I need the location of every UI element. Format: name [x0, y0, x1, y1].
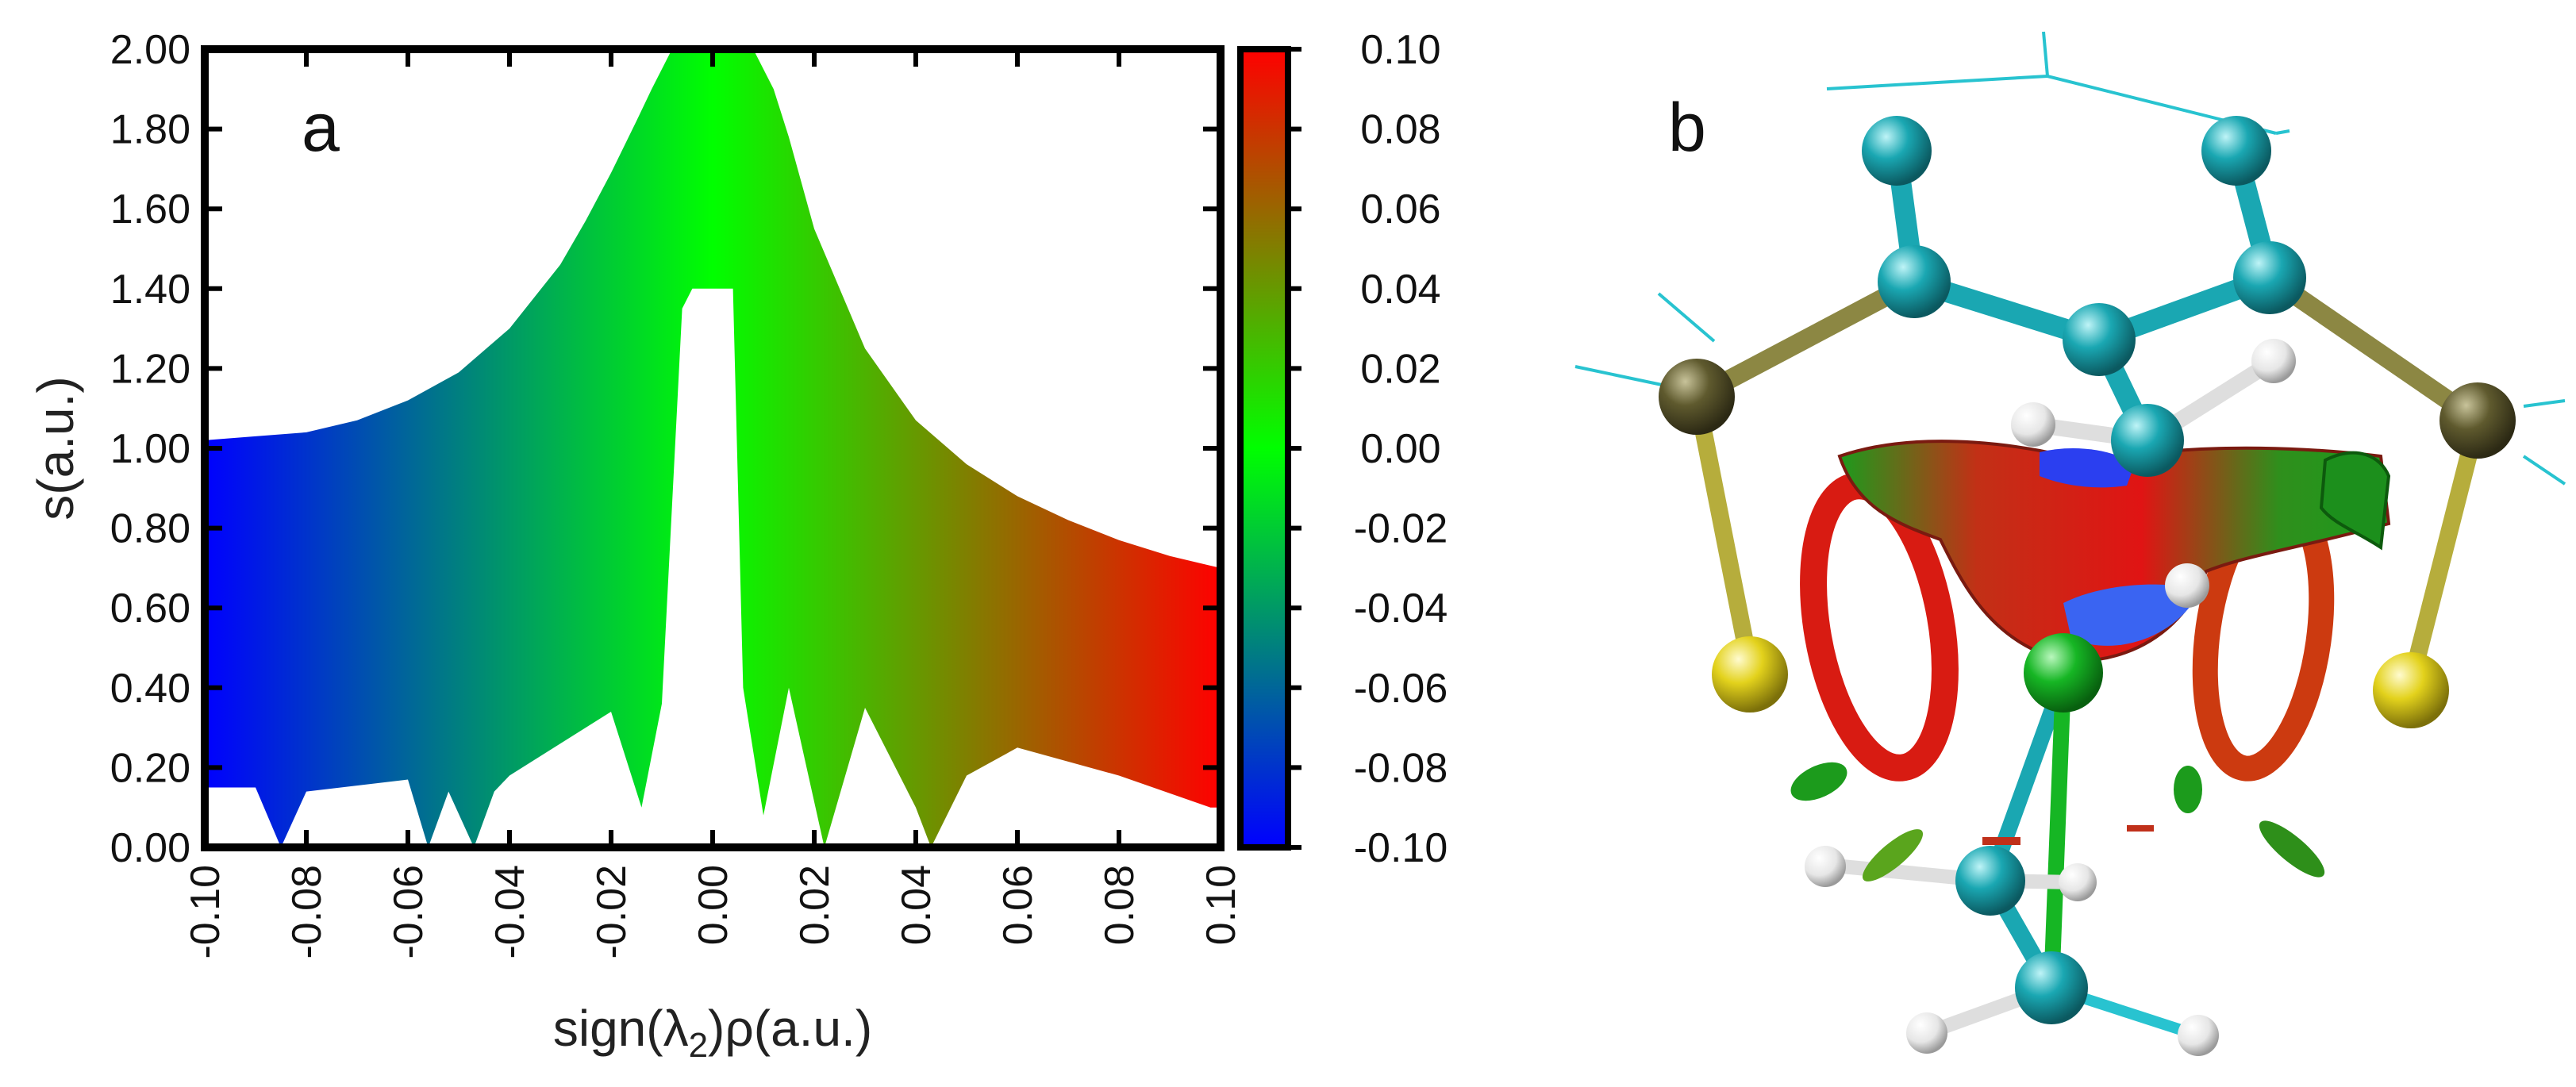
y-tick-label: 0.00 [110, 825, 190, 871]
y-tick-labels: 0.00 0.20 0.40 0.60 0.80 1.00 1.20 1.40 1.60 1.80… [110, 27, 190, 871]
y-tick-label: 2.00 [110, 27, 190, 73]
colorbar-tick-label: 0.02 [1360, 346, 1440, 392]
y-axis-title: s(a.u.) [27, 376, 84, 520]
colorbar-tick-label: 0.06 [1360, 186, 1440, 232]
panel-label-b: b [1668, 90, 1706, 166]
green-disc-right-2 [2174, 766, 2202, 813]
wireframe-bonds [1574, 31, 2566, 486]
carbon-atom [1878, 245, 1951, 318]
central-atom [2024, 633, 2103, 713]
carbon-atom [2201, 116, 2271, 186]
colorbar-tick-label: -0.08 [1354, 745, 1448, 791]
colorbar-tick-label: 0.00 [1360, 426, 1440, 472]
hydrogen-atom [2251, 339, 2296, 383]
x-axis [202, 49, 1223, 847]
x-tick-label: 0.10 [1198, 865, 1244, 945]
x-tick-label: -0.06 [386, 865, 432, 959]
y-axis [205, 47, 1221, 850]
y-tick-label: 0.60 [110, 586, 190, 632]
x-tick-labels: -0.10 -0.08 -0.06 -0.04 -0.02 0.00 0.02 0.04 0.0… [183, 865, 1244, 959]
sulfur-atom [2440, 382, 2516, 459]
y-tick-label: 1.20 [110, 346, 190, 392]
colorbar-tick-labels: 0.10 0.08 0.06 0.04 0.02 0.00 -0.02 -0.04 -0.06 -… [1354, 27, 1448, 871]
x-axis-title: sign(λ2)ρ(a.u.) [553, 1000, 872, 1065]
carbon-atom [1955, 846, 2025, 916]
hydrogen-atom [2165, 563, 2209, 608]
y-tick-label: 1.40 [110, 267, 190, 313]
red-fragment-2 [2127, 825, 2154, 832]
panel-label-a: a [302, 90, 340, 166]
colorbar-tick-label: -0.02 [1354, 506, 1448, 552]
y-tick-label: 0.80 [110, 506, 190, 552]
hydrogen-atom [2059, 863, 2097, 901]
blue-patch-upper [2040, 448, 2135, 488]
molecule-nci-render: b [1574, 31, 2566, 1056]
y-tick-label: 1.60 [110, 186, 190, 232]
x-tick-label: 0.00 [690, 865, 736, 945]
carbon-atom [1862, 116, 1932, 186]
rdg-scatter-chart: -0.10 -0.08 -0.06 -0.04 -0.02 0.00 0.02 0.04 0.0… [27, 27, 1448, 1065]
x-tick-label: -0.08 [284, 865, 330, 959]
hydrogen-atom [1906, 1012, 1947, 1054]
hydrogen-atom [2011, 402, 2055, 447]
colorbar-tick-label: -0.04 [1354, 586, 1448, 632]
x-tick-label: -0.02 [589, 865, 635, 959]
colorbar-tick-label: -0.10 [1354, 825, 1448, 871]
y-tick-label: 0.20 [110, 745, 190, 791]
halogen-atom [2373, 652, 2449, 728]
sulfur-atom [1659, 359, 1735, 435]
nci-isosurfaces [1790, 440, 2391, 882]
red-fragment [1982, 837, 2020, 845]
green-disc-right [2259, 820, 2325, 878]
colorbar-tick-label: 0.10 [1360, 27, 1440, 73]
x-tick-label: 0.04 [894, 865, 940, 945]
colorbar-tick-label: -0.06 [1354, 666, 1448, 712]
colorbar-tick-label: 0.04 [1360, 267, 1440, 313]
green-disc-left [1790, 762, 1847, 801]
x-tick-label: -0.04 [487, 865, 533, 959]
y-tick-label: 1.00 [110, 426, 190, 472]
colorbar-tick-label: 0.08 [1360, 107, 1440, 153]
blue-patch-lower [2063, 584, 2200, 646]
x-tick-label: 0.08 [1097, 865, 1143, 945]
atoms [1659, 116, 2516, 1056]
carbon-atom [2015, 951, 2088, 1024]
y-tick-label: 1.80 [110, 107, 190, 153]
green-disc-left-2 [1862, 829, 1924, 882]
x-tick-label: 0.06 [995, 865, 1041, 945]
hydrogen-atom [1805, 846, 1846, 887]
carbon-atom [2063, 303, 2136, 376]
colorbar-ticks [1288, 47, 1301, 850]
x-tick-label: -0.10 [183, 865, 229, 959]
scatter-point-cloud [205, 49, 1221, 847]
y-tick-label: 0.40 [110, 666, 190, 712]
halogen-atom [1712, 636, 1788, 713]
x-tick-label: 0.02 [792, 865, 838, 945]
carbon-atom [2111, 404, 2184, 477]
green-flap-right [2319, 451, 2391, 551]
hydrogen-atom [2178, 1015, 2219, 1056]
carbon-atom [2233, 241, 2306, 314]
colorbar [1240, 49, 1288, 847]
